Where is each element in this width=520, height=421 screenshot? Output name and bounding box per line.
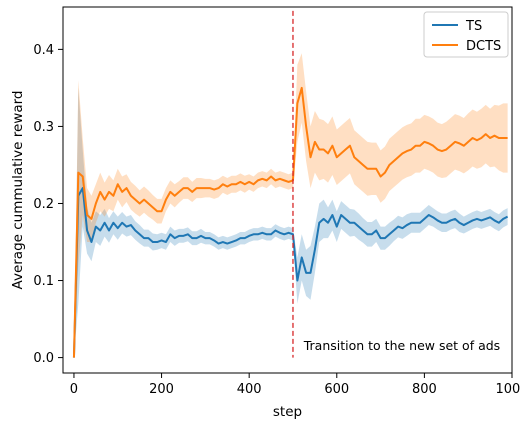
x-tick-label: 800: [412, 382, 437, 397]
y-axis-label: Average cummulative reward: [10, 91, 26, 290]
x-tick-label: 600: [324, 382, 349, 397]
confidence-bands: [73, 53, 508, 358]
series-lines: [72, 86, 509, 358]
series-line-dcts: [72, 86, 508, 358]
x-axis-label: step: [273, 404, 302, 420]
y-tick-label: 0.2: [33, 197, 54, 212]
legend-label-ts: TS: [465, 19, 482, 34]
y-tick-label: 0.0: [33, 351, 54, 366]
plot-frame: [62, 6, 513, 374]
y-tick-label: 0.3: [33, 120, 54, 135]
y-axis-ticks: 0.0 0.1 0.2 0.3 0.4: [33, 43, 63, 366]
transition-annotation: Transition to the new set of ads: [303, 338, 500, 353]
legend: TS DCTS: [423, 11, 509, 58]
y-tick-label: 0.1: [33, 274, 54, 289]
series-line-ts: [72, 187, 509, 358]
y-tick-label: 0.4: [33, 43, 54, 58]
x-tick-label: 0: [70, 382, 78, 397]
x-tick-label: 200: [149, 382, 174, 397]
x-tick-label: 400: [237, 382, 262, 397]
band-dcts: [73, 53, 508, 358]
legend-label-dcts: DCTS: [466, 39, 501, 54]
